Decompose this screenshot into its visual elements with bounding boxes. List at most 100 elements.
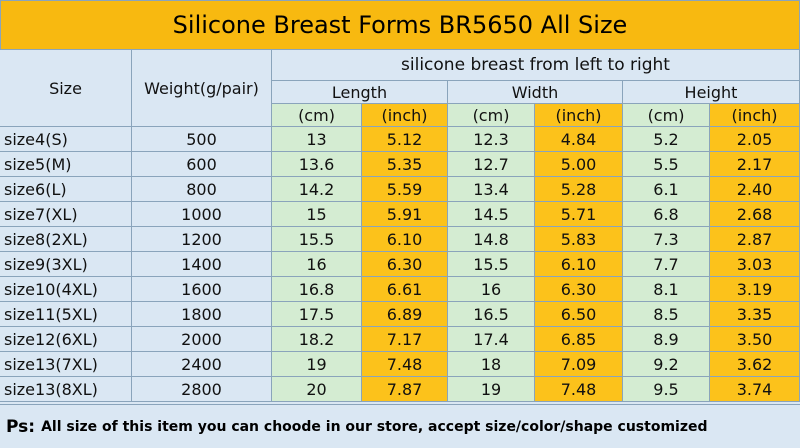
table-cell: 18 — [448, 352, 535, 377]
table-cell: 1000 — [132, 202, 272, 227]
table-cell: size11(5XL) — [0, 302, 132, 327]
table-cell: 19 — [448, 377, 535, 402]
table-cell: 6.10 — [535, 252, 623, 277]
table-cell: size4(S) — [0, 127, 132, 152]
table-cell: size13(7XL) — [0, 352, 132, 377]
table-cell: 7.09 — [535, 352, 623, 377]
table-cell: 6.10 — [362, 227, 448, 252]
table-cell: 2400 — [132, 352, 272, 377]
table-cell: 12.7 — [448, 152, 535, 177]
table-cell: 6.30 — [535, 277, 623, 302]
table-cell: 20 — [272, 377, 362, 402]
table-cell: 17.4 — [448, 327, 535, 352]
table-cell: 9.5 — [623, 377, 710, 402]
table-cell: 6.50 — [535, 302, 623, 327]
header-unit: (inch) — [710, 104, 800, 127]
table-cell: 8.9 — [623, 327, 710, 352]
table-cell: 15.5 — [272, 227, 362, 252]
table-cell: 17.5 — [272, 302, 362, 327]
table-cell: 2.40 — [710, 177, 800, 202]
table-cell: 3.74 — [710, 377, 800, 402]
table-cell: 16 — [448, 277, 535, 302]
table-cell: 13 — [272, 127, 362, 152]
table-cell: 3.19 — [710, 277, 800, 302]
header-unit: (inch) — [535, 104, 623, 127]
header-size: Size — [0, 50, 132, 127]
header-unit: (inch) — [362, 104, 448, 127]
table-cell: 2800 — [132, 377, 272, 402]
table-cell: 16.8 — [272, 277, 362, 302]
table-cell: 3.62 — [710, 352, 800, 377]
table-cell: 7.3 — [623, 227, 710, 252]
header-group: silicone breast from left to right — [272, 50, 800, 81]
table-cell: 14.8 — [448, 227, 535, 252]
table-cell: 1200 — [132, 227, 272, 252]
table-cell: 19 — [272, 352, 362, 377]
table-cell: 1800 — [132, 302, 272, 327]
table-cell: 14.2 — [272, 177, 362, 202]
header-dimension: Length — [272, 81, 448, 104]
table-cell: 16.5 — [448, 302, 535, 327]
table-cell: size8(2XL) — [0, 227, 132, 252]
table-cell: size6(L) — [0, 177, 132, 202]
table-cell: size7(XL) — [0, 202, 132, 227]
table-cell: 8.1 — [623, 277, 710, 302]
table-cell: size5(M) — [0, 152, 132, 177]
table-cell: 6.61 — [362, 277, 448, 302]
table-cell: 5.2 — [623, 127, 710, 152]
table-cell: 5.00 — [535, 152, 623, 177]
table-cell: 6.1 — [623, 177, 710, 202]
table-cell: 2.05 — [710, 127, 800, 152]
header-unit: (cm) — [272, 104, 362, 127]
table-cell: 7.48 — [535, 377, 623, 402]
table-cell: 15.5 — [448, 252, 535, 277]
table-cell: 7.48 — [362, 352, 448, 377]
table-cell: 13.4 — [448, 177, 535, 202]
table-cell: 1600 — [132, 277, 272, 302]
table-cell: 2000 — [132, 327, 272, 352]
table-cell: 800 — [132, 177, 272, 202]
table-cell: 3.35 — [710, 302, 800, 327]
note: Ps: All size of this item you can choode… — [0, 404, 800, 448]
table-cell: 8.5 — [623, 302, 710, 327]
table-cell: 600 — [132, 152, 272, 177]
table-cell: 1400 — [132, 252, 272, 277]
table-cell: 2.87 — [710, 227, 800, 252]
title: Silicone Breast Forms BR5650 All Size — [0, 0, 800, 50]
table-cell: 9.2 — [623, 352, 710, 377]
table-cell: 3.50 — [710, 327, 800, 352]
table-cell: 2.17 — [710, 152, 800, 177]
table-cell: 5.5 — [623, 152, 710, 177]
table-cell: 7.87 — [362, 377, 448, 402]
header-unit: (cm) — [623, 104, 710, 127]
table-cell: 14.5 — [448, 202, 535, 227]
table-cell: 16 — [272, 252, 362, 277]
table-cell: 5.91 — [362, 202, 448, 227]
table-cell: 6.85 — [535, 327, 623, 352]
table-cell: size9(3XL) — [0, 252, 132, 277]
table-cell: 15 — [272, 202, 362, 227]
table-cell: 6.30 — [362, 252, 448, 277]
table-cell: 7.17 — [362, 327, 448, 352]
header-weight: Weight(g/pair) — [132, 50, 272, 127]
table-cell: 12.3 — [448, 127, 535, 152]
table-cell: 7.7 — [623, 252, 710, 277]
table-cell: 4.84 — [535, 127, 623, 152]
table-cell: 3.03 — [710, 252, 800, 277]
table-cell: size10(4XL) — [0, 277, 132, 302]
table-cell: size12(6XL) — [0, 327, 132, 352]
note-text: All size of this item you can choode in … — [41, 418, 708, 435]
table-cell: 2.68 — [710, 202, 800, 227]
table-cell: 6.8 — [623, 202, 710, 227]
table-cell: 18.2 — [272, 327, 362, 352]
table-cell: 5.83 — [535, 227, 623, 252]
table-cell: 5.71 — [535, 202, 623, 227]
header-dimension: Height — [623, 81, 800, 104]
table-cell: 5.35 — [362, 152, 448, 177]
header-unit: (cm) — [448, 104, 535, 127]
table-cell: 13.6 — [272, 152, 362, 177]
header-dimension: Width — [448, 81, 623, 104]
note-label: Ps: — [6, 416, 36, 437]
table-cell: 5.12 — [362, 127, 448, 152]
